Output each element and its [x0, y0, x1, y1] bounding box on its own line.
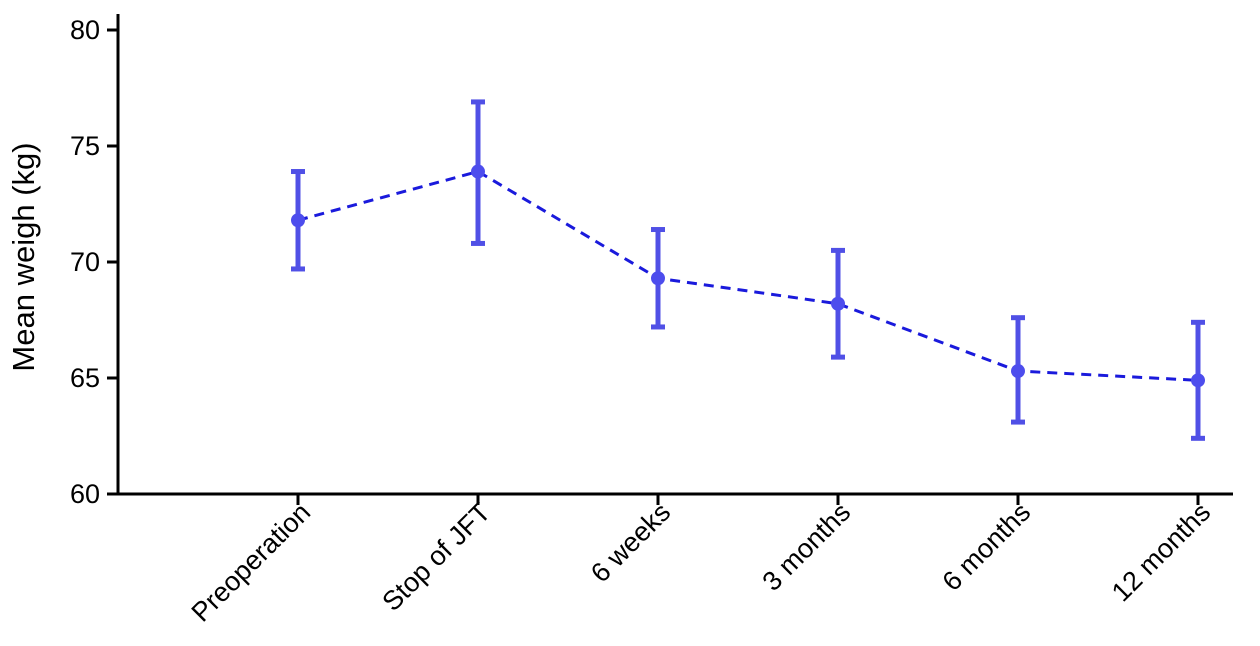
series-layer: [291, 99, 1205, 441]
x-ticks: Preoperation Stop of JFT 6 weeks 3 months 6 …: [186, 494, 1216, 628]
data-point: [651, 271, 665, 286]
x-tick-label: 6 weeks: [585, 497, 676, 588]
x-tick-label: 3 months: [756, 497, 856, 597]
y-tick-label: 60: [70, 479, 100, 509]
x-tick-label: Stop of JFT: [376, 497, 496, 617]
data-point: [1011, 364, 1025, 379]
data-point: [471, 164, 485, 179]
y-tick-label: 70: [70, 247, 100, 277]
x-tick-label: Preoperation: [186, 497, 317, 628]
axes: [116, 14, 1233, 496]
x-tick-label: 12 months: [1106, 497, 1216, 607]
y-axis-label: Mean weigh (kg): [6, 142, 41, 371]
series-line: [297, 169, 1199, 382]
data-point: [1191, 373, 1205, 388]
data-point: [291, 213, 305, 228]
y-tick-label: 80: [70, 15, 100, 45]
y-tick-label: 65: [70, 363, 100, 393]
y-tick-label: 75: [70, 131, 100, 161]
y-ticks: 60 65 70 75 80: [70, 15, 118, 509]
x-tick-label: 6 months: [936, 497, 1036, 597]
data-point: [831, 296, 845, 311]
